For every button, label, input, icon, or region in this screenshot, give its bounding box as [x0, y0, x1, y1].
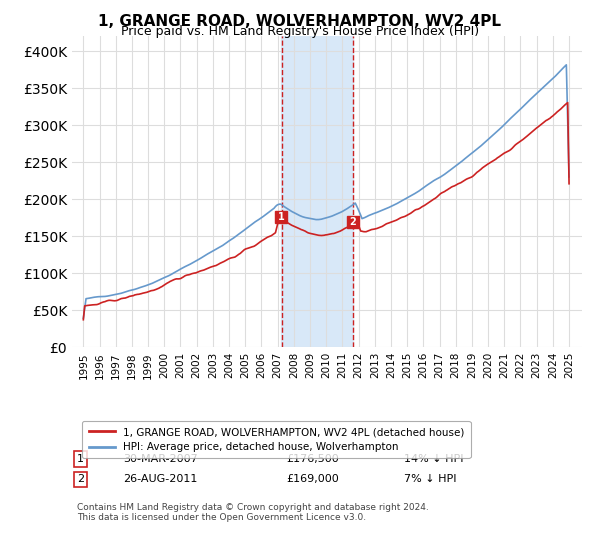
Text: 26-AUG-2011: 26-AUG-2011 — [123, 474, 197, 484]
Text: 7% ↓ HPI: 7% ↓ HPI — [404, 474, 456, 484]
Legend: 1, GRANGE ROAD, WOLVERHAMPTON, WV2 4PL (detached house), HPI: Average price, det: 1, GRANGE ROAD, WOLVERHAMPTON, WV2 4PL (… — [82, 421, 470, 459]
Text: 14% ↓ HPI: 14% ↓ HPI — [404, 454, 463, 464]
Bar — [281, 36, 353, 347]
Text: 30-MAR-2007: 30-MAR-2007 — [123, 454, 198, 464]
Text: 1: 1 — [277, 212, 284, 222]
Text: Contains HM Land Registry data © Crown copyright and database right 2024.
This d: Contains HM Land Registry data © Crown c… — [77, 503, 429, 522]
Text: 1, GRANGE ROAD, WOLVERHAMPTON, WV2 4PL: 1, GRANGE ROAD, WOLVERHAMPTON, WV2 4PL — [98, 14, 502, 29]
Text: 2: 2 — [77, 474, 84, 484]
Text: £176,500: £176,500 — [286, 454, 339, 464]
Text: Price paid vs. HM Land Registry's House Price Index (HPI): Price paid vs. HM Land Registry's House … — [121, 25, 479, 38]
Text: 2: 2 — [349, 217, 356, 227]
Text: 1: 1 — [77, 454, 84, 464]
Text: £169,000: £169,000 — [286, 474, 339, 484]
